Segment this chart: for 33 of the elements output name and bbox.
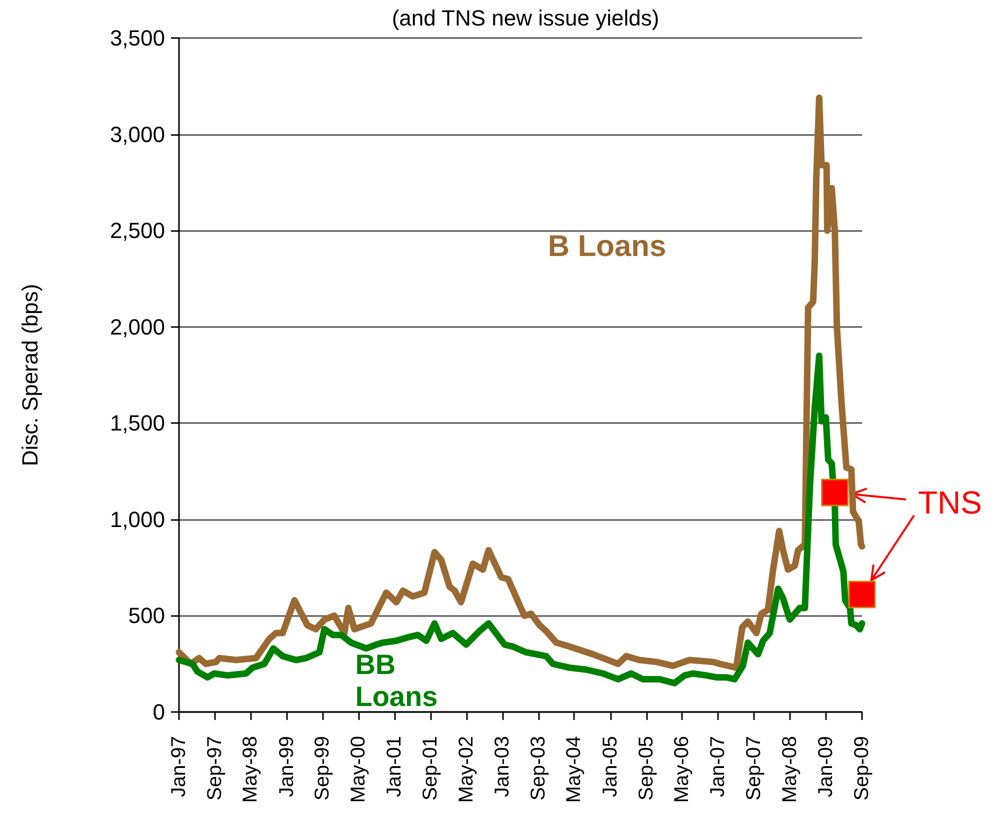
y-axis-title: Disc. Sperad (bps) bbox=[18, 284, 42, 466]
x-tick-label: May-06 bbox=[671, 736, 694, 803]
y-tick-label: 2,500 bbox=[110, 218, 165, 244]
x-tick-label: Sep-99 bbox=[312, 736, 334, 800]
y-tick-label: 3,500 bbox=[110, 26, 165, 50]
x-tick-label: Sep-09 bbox=[851, 736, 873, 800]
x-tick-label: Sep-05 bbox=[635, 736, 658, 800]
y-tick-label: 0 bbox=[152, 700, 165, 724]
x-tick-label: Sep-03 bbox=[527, 736, 550, 800]
series-label: BB Loans bbox=[355, 648, 438, 712]
x-tick-label: Jan-05 bbox=[599, 736, 622, 798]
x-tick-label: May-04 bbox=[563, 736, 586, 803]
y-tick-label: 1,000 bbox=[110, 506, 165, 532]
legend-label: TNS bbox=[918, 484, 982, 520]
x-tick-label: May-00 bbox=[348, 736, 370, 803]
x-tick-label: May-98 bbox=[240, 736, 262, 803]
y-tick-label: 3,000 bbox=[110, 122, 165, 147]
y-tick-label: 2,000 bbox=[110, 314, 165, 340]
x-tick-label: Jan-07 bbox=[707, 736, 730, 798]
x-tick-label: May-02 bbox=[455, 736, 478, 803]
x-tick-label: Jan-01 bbox=[384, 736, 406, 798]
x-tick-label: Jan-09 bbox=[815, 736, 838, 798]
x-tick-label: Jan-03 bbox=[491, 736, 514, 798]
text: B Loans bbox=[548, 230, 666, 264]
y-tick-label: 1,500 bbox=[110, 410, 165, 436]
x-tick-label: May-08 bbox=[778, 736, 801, 803]
x-tick-label: Jan-99 bbox=[276, 736, 298, 798]
x-tick-label: Sep-97 bbox=[204, 736, 226, 800]
y-tick-label: 500 bbox=[128, 603, 165, 628]
x-tick-label: Sep-07 bbox=[743, 736, 766, 800]
chart-title: (and TNS new issue yields) bbox=[392, 6, 660, 30]
x-tick-label: Sep-01 bbox=[420, 736, 442, 800]
x-tick-label: Jan-97 bbox=[168, 736, 190, 798]
